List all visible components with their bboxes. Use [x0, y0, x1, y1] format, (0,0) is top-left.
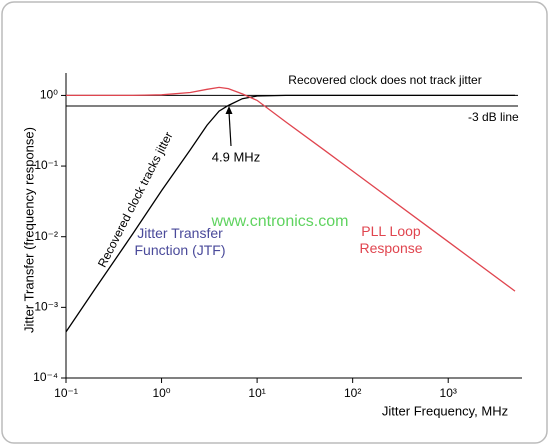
y-tick-label: 10⁰ — [40, 88, 58, 102]
x-axis-label: Jitter Frequency, MHz — [382, 403, 508, 418]
watermark: www.cntronics.com — [211, 213, 349, 230]
x-tick-label: 10⁻¹ — [54, 386, 78, 400]
arrow-head — [225, 106, 233, 114]
hline-label: -3 dB line — [468, 110, 519, 124]
series-label: Jitter Transfer Function (JTF) — [134, 225, 225, 258]
y-tick-label: 10⁻² — [34, 229, 58, 243]
annotation-arrow — [228, 111, 232, 147]
x-tick-label: 10² — [344, 386, 361, 400]
x-tick-label: 10⁰ — [152, 386, 170, 400]
series-line — [66, 86, 516, 292]
x-tick-label: 10¹ — [248, 386, 265, 400]
y-tick-label: 10⁻⁴ — [33, 370, 58, 384]
y-tick-label: 10⁻³ — [34, 300, 58, 314]
x-tick-label: 10³ — [440, 386, 457, 400]
y-tick-label: 10⁻¹ — [34, 158, 58, 172]
y-axis-label: Jitter Transfer (frequency response) — [21, 127, 36, 333]
series-line — [65, 94, 515, 333]
annotation: 4.9 MHz — [212, 149, 260, 164]
hline-label: Recovered clock does not track jitter — [288, 73, 481, 87]
series-label: PLL Loop Response — [359, 223, 422, 256]
